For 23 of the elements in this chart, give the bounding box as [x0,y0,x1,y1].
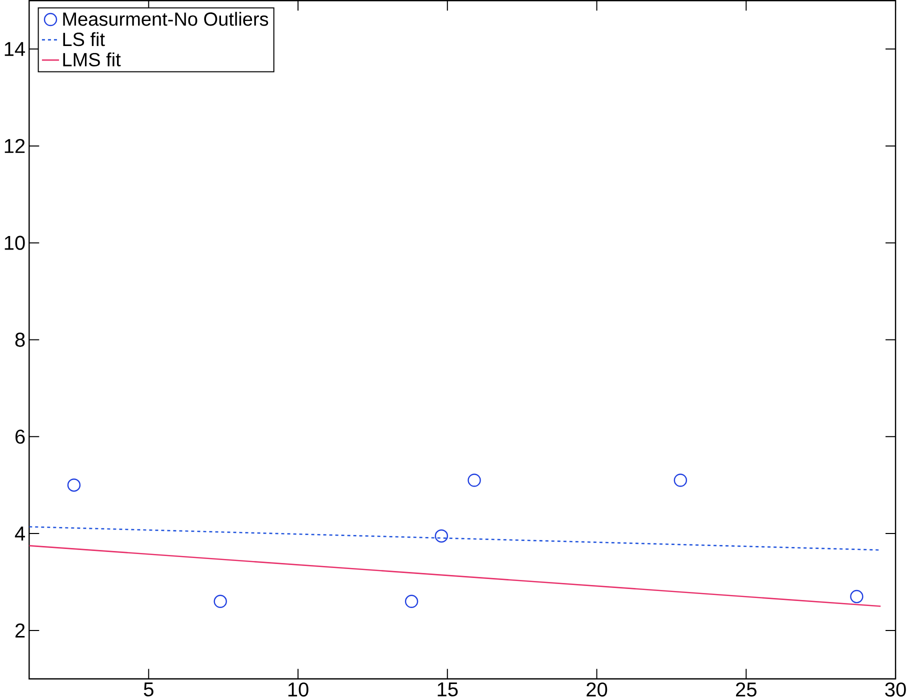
x-tick-label: 15 [438,682,458,696]
x-tick-label: 10 [288,682,308,697]
x-tick-label: 5 [144,682,154,696]
legend-label: LS fit [63,32,105,46]
y-tick-label: 10 [4,236,25,250]
x-tick-label: 25 [736,682,756,697]
legend-label: Measurment-No Outliers [63,12,268,26]
x-tick-label: 20 [586,682,608,697]
point [674,474,688,487]
legend-label: LMS fit [63,52,121,66]
x-tick-label: 30 [885,682,906,697]
point [434,529,448,543]
y-tick-label: 4 [14,526,26,540]
point [404,594,418,608]
y-tick-label: 12 [4,138,25,153]
point [214,594,227,608]
y-tick-label: 2 [15,623,25,638]
y-tick-label: 14 [4,42,26,56]
y-tick-label: 6 [15,430,25,444]
y-tick-label: 8 [15,332,25,347]
point [850,590,864,604]
point [468,474,481,487]
point [67,478,81,492]
